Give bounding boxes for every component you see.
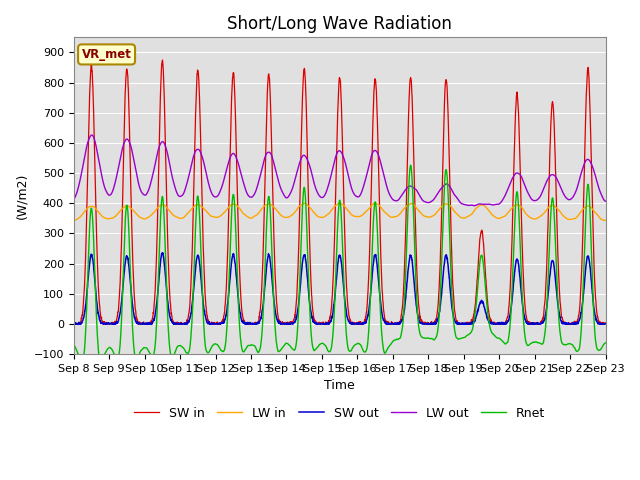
Line: LW out: LW out (74, 135, 605, 205)
LW in (555, 207, 563, 213)
Text: VR_met: VR_met (82, 48, 131, 61)
LW in (70, 217, 77, 223)
LW in (218, 212, 226, 217)
Line: LW in: LW in (74, 203, 605, 220)
Line: Rnet: Rnet (74, 165, 605, 362)
Rnet (355, 341, 363, 347)
LW in (570, 216, 577, 222)
Rnet (495, 335, 502, 341)
SW out (367, 293, 374, 299)
SW out (355, 321, 363, 327)
Line: SW out: SW out (74, 253, 605, 324)
LW out (70, 196, 77, 202)
LW in (602, 217, 609, 223)
SW out (602, 321, 609, 326)
SW out (555, 307, 563, 313)
SW in (355, 321, 363, 327)
Rnet (555, 317, 563, 323)
LW out (570, 193, 577, 199)
LW out (88, 132, 95, 138)
SW out (494, 321, 502, 327)
Line: SW in: SW in (74, 60, 605, 324)
SW in (159, 57, 166, 63)
Y-axis label: (W/m2): (W/m2) (15, 172, 28, 219)
LW out (470, 203, 478, 208)
LW out (218, 183, 226, 189)
SW in (367, 209, 374, 215)
SW out (70, 321, 77, 327)
LW in (494, 216, 502, 221)
SW in (495, 321, 502, 327)
LW out (555, 180, 563, 186)
LW out (355, 194, 363, 200)
SW out (218, 320, 226, 325)
SW in (70, 321, 77, 326)
SW out (159, 250, 166, 256)
SW in (70, 321, 77, 327)
LW in (367, 204, 374, 210)
Rnet (218, 348, 226, 354)
Legend: SW in, LW in, SW out, LW out, Rnet: SW in, LW in, SW out, LW out, Rnet (129, 402, 550, 424)
Rnet (570, 344, 577, 350)
Title: Short/Long Wave Radiation: Short/Long Wave Radiation (227, 15, 452, 33)
LW out (367, 156, 374, 162)
Rnet (367, 294, 374, 300)
Rnet (79, 360, 86, 365)
SW out (570, 321, 577, 327)
SW in (555, 277, 563, 283)
SW in (219, 318, 227, 324)
LW in (355, 214, 363, 219)
LW out (602, 198, 609, 204)
Rnet (602, 340, 609, 346)
LW out (495, 202, 502, 207)
Rnet (407, 162, 415, 168)
LW in (336, 200, 344, 206)
X-axis label: Time: Time (324, 379, 355, 392)
Rnet (70, 343, 77, 348)
SW in (570, 320, 577, 326)
SW in (602, 321, 609, 326)
